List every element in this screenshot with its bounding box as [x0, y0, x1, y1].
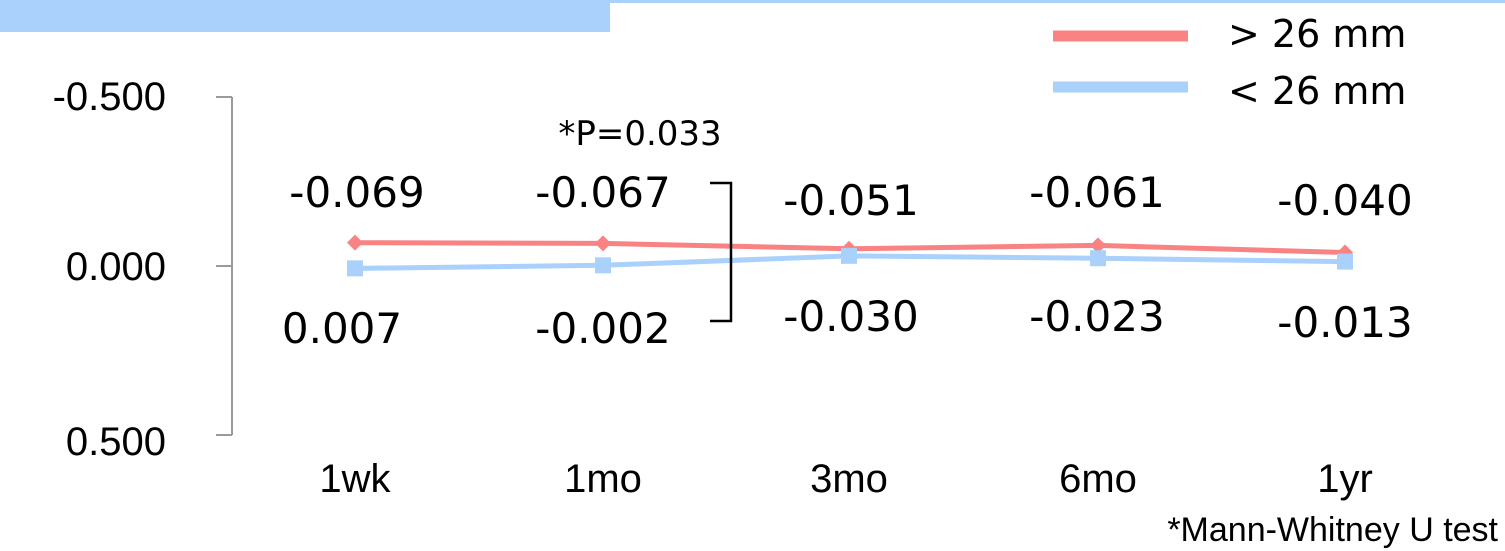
significance-annotation: *P=0.033 — [558, 114, 721, 154]
data-label-series-0-point-1: -0.067 — [535, 168, 670, 217]
header-bar — [0, 0, 610, 32]
x-tick-label-3: 6mo — [1059, 457, 1137, 501]
y-tick-label-1: 0.000 — [66, 245, 166, 289]
footnote: *Mann-Whitney U test — [1167, 511, 1498, 549]
x-tick-label-4: 1yr — [1317, 457, 1373, 501]
x-tick-label-1: 1mo — [564, 457, 642, 501]
data-label-series-1-point-3: -0.023 — [1029, 292, 1164, 341]
marker-series-1-point-4 — [1337, 253, 1353, 270]
y-axis: -0.500 0.000 0.500 — [53, 75, 233, 464]
data-labels-series-0: -0.069 -0.067 -0.051 -0.061 -0.040 — [289, 168, 1412, 225]
legend: > 26 mm < 26 mm — [1053, 12, 1406, 113]
marker-series-1-point-1 — [595, 257, 611, 274]
marker-series-0-point-0 — [347, 234, 363, 251]
y-tick-label-2: 0.500 — [66, 420, 166, 464]
marker-series-1-point-0 — [347, 260, 363, 277]
data-label-series-1-point-2: -0.030 — [783, 292, 918, 341]
data-label-series-1-point-1: -0.002 — [535, 304, 670, 353]
data-label-series-1-point-4: -0.013 — [1277, 298, 1412, 347]
legend-label-series-1: < 26 mm — [1228, 69, 1406, 113]
marker-series-1-point-2 — [841, 247, 857, 264]
marker-series-0-point-3 — [1090, 237, 1106, 254]
x-tick-label-0: 1wk — [319, 457, 391, 501]
y-tick-label-0: -0.500 — [53, 75, 166, 119]
legend-label-series-0: > 26 mm — [1228, 12, 1406, 56]
data-label-series-1-point-0: 0.007 — [282, 304, 402, 353]
x-axis: 1wk 1mo 3mo 6mo 1yr — [319, 457, 1372, 501]
marker-series-1-point-3 — [1090, 250, 1106, 267]
data-labels-series-1: 0.007 -0.002 -0.030 -0.023 -0.013 — [282, 292, 1413, 353]
marker-series-0-point-4 — [1337, 244, 1353, 261]
data-label-series-0-point-2: -0.051 — [783, 176, 918, 225]
data-label-series-0-point-3: -0.061 — [1029, 168, 1164, 217]
significance-bracket — [710, 181, 733, 323]
marker-series-0-point-1 — [595, 235, 611, 252]
data-label-series-0-point-4: -0.040 — [1277, 176, 1412, 225]
x-tick-label-2: 3mo — [810, 457, 888, 501]
data-label-series-0-point-0: -0.069 — [289, 168, 424, 217]
